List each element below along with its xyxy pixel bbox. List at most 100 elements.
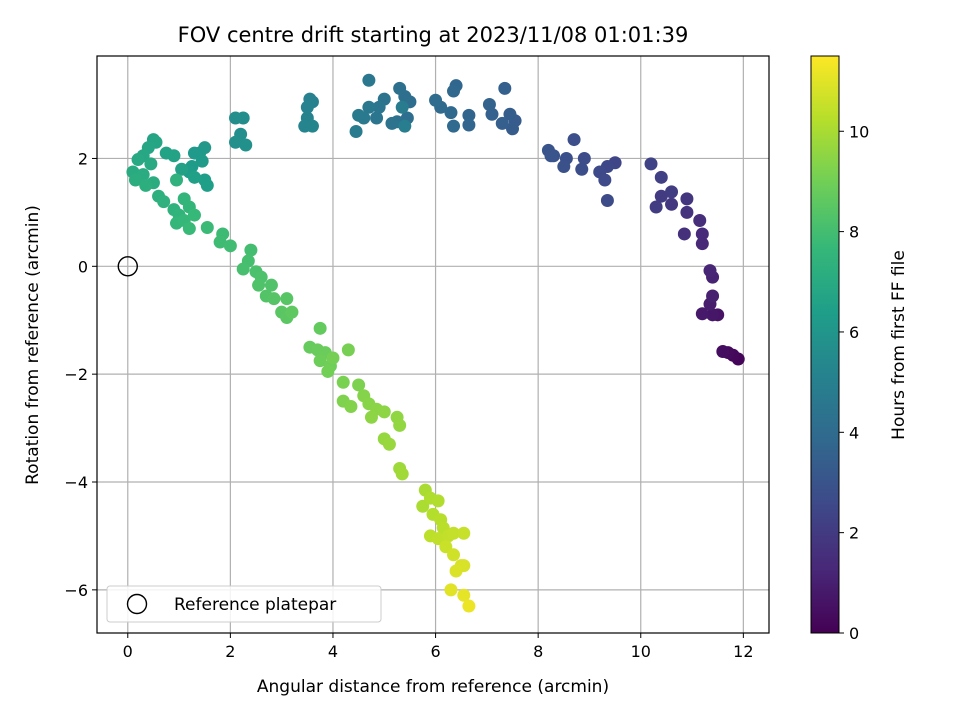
scatter-point [393,81,407,95]
scatter-point [693,213,707,227]
scatter-point [362,73,376,87]
y-tick-label: −2 [64,365,88,384]
scatter-point [398,119,412,133]
reference-point-marker [117,256,138,277]
legend-label-reference: Reference platepar [174,595,336,615]
scatter-point [644,157,658,171]
scatter-point [362,100,376,114]
scatter-point [444,583,458,597]
y-tick-label: 0 [78,257,88,276]
scatter-point [370,111,384,125]
scatter-point [449,564,463,578]
colorbar-tick-label: 4 [849,423,859,442]
scatter-point [598,173,612,187]
colorbar-ticks: 0 2 4 6 8 10 [839,122,869,643]
scatter-point [544,149,558,163]
scatter-point [654,189,668,203]
scatter-point [706,308,720,322]
scatter-point [377,405,391,419]
scatter-point [229,111,243,125]
scatter-point [695,307,709,321]
scatter-point [506,122,520,136]
scatter-point [280,292,294,306]
scatter-point [706,289,720,303]
scatter-point [187,146,201,160]
scatter-point [128,173,142,187]
scatter-point [429,93,443,107]
scatter-point [462,108,476,122]
y-tick-label: −6 [64,581,88,600]
scatter-point [200,220,214,234]
colorbar-tick-label: 6 [849,323,859,342]
scatter-point [336,375,350,389]
scatter-point [364,410,378,424]
scatter-point [187,170,201,184]
scatter-point [462,118,476,132]
scatter-point [665,197,679,211]
chart-title: FOV centre drift starting at 2023/11/08 … [178,23,689,47]
scatter-point [695,227,709,241]
scatter-point [313,321,327,335]
scatter-point [236,262,250,276]
scatter-point [447,548,461,562]
scatter-point [393,418,407,432]
scatter-point [439,540,453,554]
scatter-point [665,185,679,199]
scatter-point [144,157,158,171]
scatter-point [444,106,458,120]
scatter-point [170,173,184,187]
scatter-point [305,119,319,133]
scatter-point [182,222,196,236]
scatter-point [229,135,243,149]
legend-marker-reference [126,593,148,615]
scatter-point [567,133,581,147]
scatter-point [300,100,314,114]
colorbar-tick-label: 0 [849,624,859,643]
y-axis-ticks: −6 −4 −2 0 2 [64,149,97,600]
scatter-point [557,160,571,174]
scatter-point [577,151,591,165]
colorbar: 0 2 4 6 8 10 Hours from first FF file [810,55,909,643]
x-axis-label: Angular distance from reference (arcmin) [257,677,609,697]
legend-box [106,585,382,623]
scatter-point [372,100,386,114]
scatter-point [695,237,709,251]
scatter-point [352,108,366,122]
scatter-point [431,532,445,546]
scatter-point [457,526,471,540]
colorbar-tick-label: 2 [849,524,859,543]
scatter-point [395,100,409,114]
scatter-point [495,116,509,130]
colorbar-gradient [810,55,840,634]
scatter-point [482,98,496,112]
x-tick-label: 12 [733,642,753,661]
scatter-point [252,278,266,292]
scatter-point [239,138,253,152]
scatter-point [654,170,668,184]
y-tick-label: 2 [78,149,88,168]
scatter-point [244,243,258,257]
scatter-point [649,200,663,214]
y-axis-label: Rotation from reference (arcmin) [23,205,43,485]
scatter-point [600,194,614,208]
scatter-point [223,239,237,253]
scatter-point [462,599,476,613]
scatter-point [716,345,730,359]
scatter-point [385,116,399,130]
scatter-point [680,205,694,219]
scatter-point [344,400,358,414]
scatter-point [195,154,209,168]
scatter-point [498,81,512,95]
y-tick-label: −4 [64,473,88,492]
x-tick-label: 0 [123,642,133,661]
scatter-point [157,195,171,209]
scatter-point [503,107,517,121]
x-tick-label: 2 [225,642,235,661]
scatter-point [575,162,589,176]
plot-frame [96,55,770,634]
scatter-point [341,343,355,357]
scatter-point [680,192,694,206]
scatter-point [131,153,145,167]
scatter-point [447,84,461,98]
x-tick-label: 6 [430,642,440,661]
